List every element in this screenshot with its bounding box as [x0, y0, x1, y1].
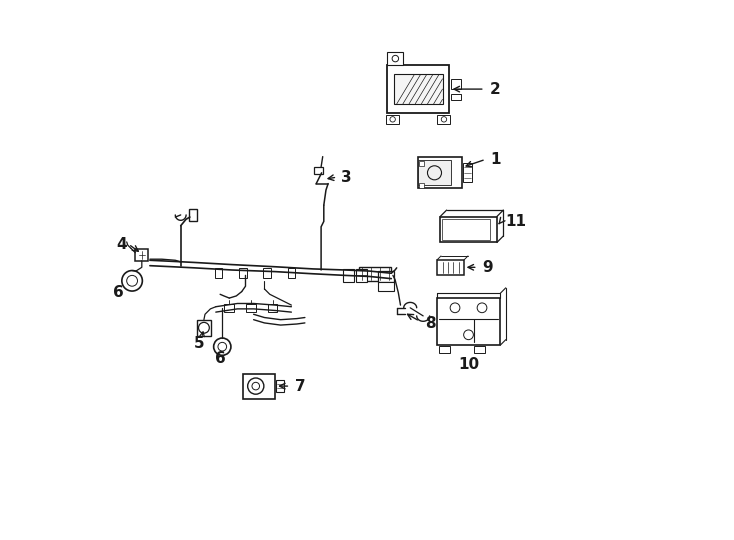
FancyBboxPatch shape — [474, 346, 484, 353]
FancyBboxPatch shape — [243, 374, 275, 399]
FancyBboxPatch shape — [225, 304, 234, 312]
Text: 10: 10 — [458, 357, 479, 372]
FancyBboxPatch shape — [239, 268, 247, 278]
FancyBboxPatch shape — [356, 269, 367, 282]
FancyBboxPatch shape — [189, 209, 197, 221]
FancyBboxPatch shape — [246, 304, 255, 312]
FancyBboxPatch shape — [442, 219, 490, 240]
Text: 1: 1 — [490, 152, 501, 167]
FancyBboxPatch shape — [378, 271, 394, 282]
Text: 2: 2 — [490, 82, 501, 97]
Text: 8: 8 — [425, 316, 436, 332]
FancyBboxPatch shape — [388, 52, 404, 65]
FancyBboxPatch shape — [451, 94, 461, 100]
Text: 11: 11 — [505, 214, 526, 229]
FancyBboxPatch shape — [437, 260, 464, 275]
Text: 6: 6 — [215, 351, 225, 366]
FancyBboxPatch shape — [463, 163, 472, 182]
Text: 7: 7 — [294, 379, 305, 394]
FancyBboxPatch shape — [276, 380, 284, 392]
FancyBboxPatch shape — [394, 75, 443, 104]
FancyBboxPatch shape — [135, 249, 148, 261]
FancyBboxPatch shape — [440, 346, 450, 353]
FancyBboxPatch shape — [388, 65, 449, 113]
Text: 6: 6 — [113, 285, 124, 300]
Text: 4: 4 — [117, 237, 127, 252]
Text: 3: 3 — [341, 170, 352, 185]
FancyBboxPatch shape — [313, 167, 323, 174]
FancyBboxPatch shape — [451, 79, 461, 89]
FancyBboxPatch shape — [440, 217, 497, 242]
FancyBboxPatch shape — [288, 268, 295, 278]
FancyBboxPatch shape — [437, 298, 501, 345]
FancyBboxPatch shape — [359, 267, 391, 281]
FancyBboxPatch shape — [419, 161, 424, 166]
FancyBboxPatch shape — [264, 268, 271, 278]
FancyBboxPatch shape — [437, 115, 451, 124]
FancyBboxPatch shape — [386, 115, 399, 124]
FancyBboxPatch shape — [418, 157, 462, 188]
FancyBboxPatch shape — [343, 269, 354, 282]
FancyBboxPatch shape — [215, 268, 222, 278]
FancyBboxPatch shape — [418, 160, 451, 185]
FancyBboxPatch shape — [419, 183, 424, 188]
FancyBboxPatch shape — [268, 304, 277, 312]
FancyBboxPatch shape — [197, 320, 211, 336]
FancyBboxPatch shape — [378, 282, 394, 291]
Text: 9: 9 — [482, 260, 493, 275]
Text: 5: 5 — [195, 336, 205, 351]
